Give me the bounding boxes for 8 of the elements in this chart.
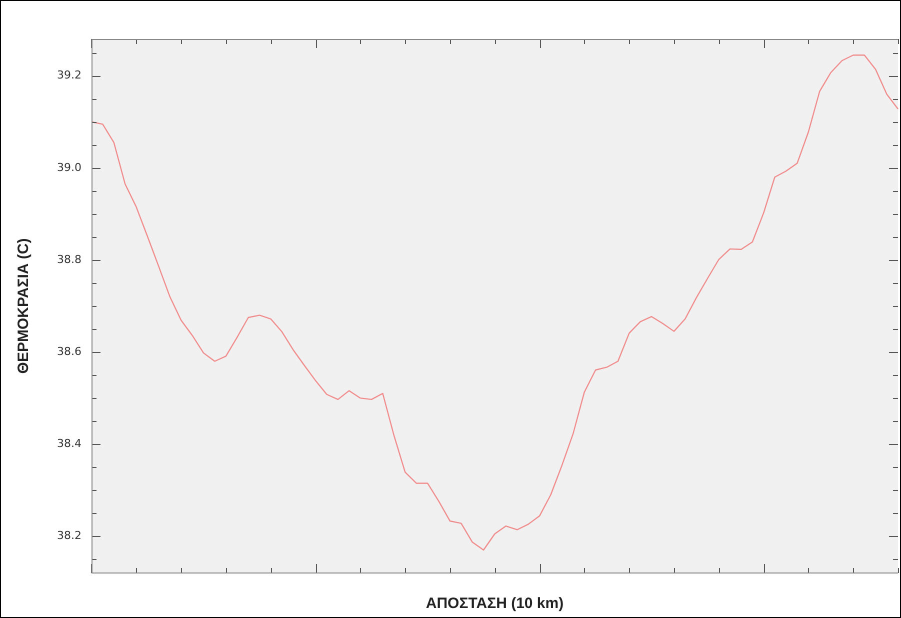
- y-tick-label: 38.4: [56, 436, 82, 450]
- y-tick-label: 38.8: [56, 252, 82, 266]
- y-tick-label: 38.6: [56, 344, 82, 358]
- y-tick-label: 39.0: [56, 160, 82, 174]
- x-axis-title: ΑΠΟΣΤΑΣΗ (10 km): [426, 595, 564, 612]
- y-tick-label: 38.2: [56, 529, 82, 542]
- y-axis-title: ΘΕΡΜΟΚΡΑΣΙΑ (C): [15, 238, 32, 374]
- y-tick-label: 39.2: [56, 68, 82, 82]
